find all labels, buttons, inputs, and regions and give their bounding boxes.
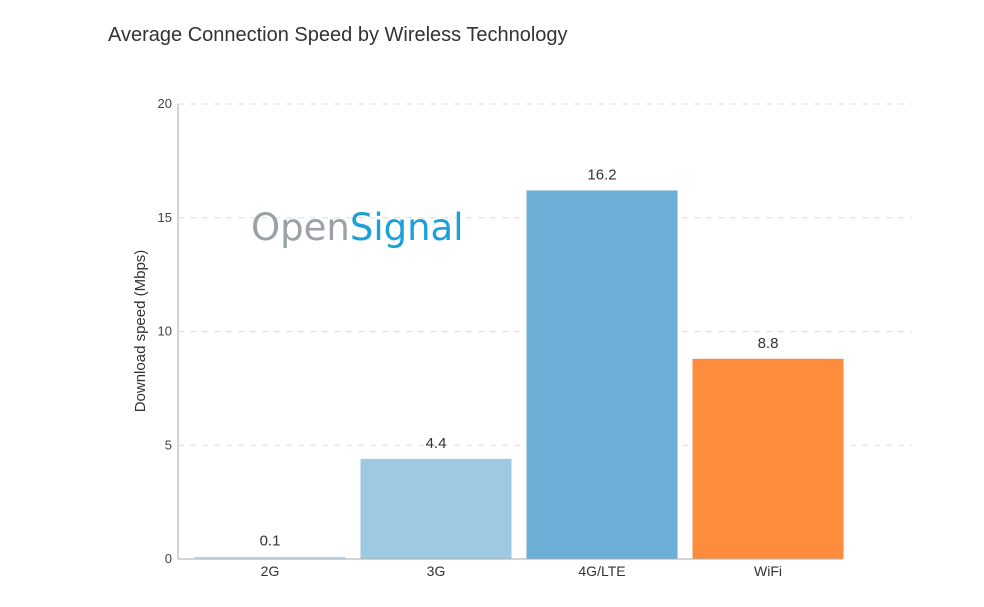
chart-title: Average Connection Speed by Wireless Tec… — [108, 24, 568, 46]
data-label: 4.4 — [426, 435, 447, 452]
y-tick-label: 10 — [158, 324, 172, 339]
watermark-part-open: Open — [251, 206, 350, 249]
y-axis-ticks: 0 5 10 15 20 — [158, 96, 172, 566]
watermark-part-signal: Signal — [350, 206, 464, 249]
data-label: 0.1 — [260, 533, 281, 550]
y-tick-label: 20 — [158, 96, 172, 111]
bar-wifi — [692, 358, 844, 559]
bar-4g-lte — [526, 190, 678, 559]
x-axis-ticks: 2G 3G 4G/LTE WiFi — [261, 563, 782, 579]
bar-2g — [194, 556, 346, 559]
data-label: 8.8 — [758, 335, 779, 352]
gridlines — [178, 103, 912, 446]
y-tick-label: 0 — [165, 551, 172, 566]
y-tick-label: 5 — [165, 437, 172, 452]
x-tick-label: WiFi — [754, 563, 782, 579]
x-tick-label: 3G — [427, 563, 446, 579]
x-tick-label: 2G — [261, 563, 280, 579]
bar-3g — [360, 458, 512, 559]
bars — [194, 190, 844, 559]
y-tick-label: 15 — [158, 210, 172, 225]
x-tick-label: 4G/LTE — [578, 563, 625, 579]
data-labels: 0.1 4.4 16.2 8.8 — [260, 166, 779, 549]
opensignal-watermark-logo: OpenSignal — [251, 206, 463, 249]
y-axis-title: Download speed (Mbps) — [132, 250, 149, 413]
data-label: 16.2 — [587, 166, 616, 183]
